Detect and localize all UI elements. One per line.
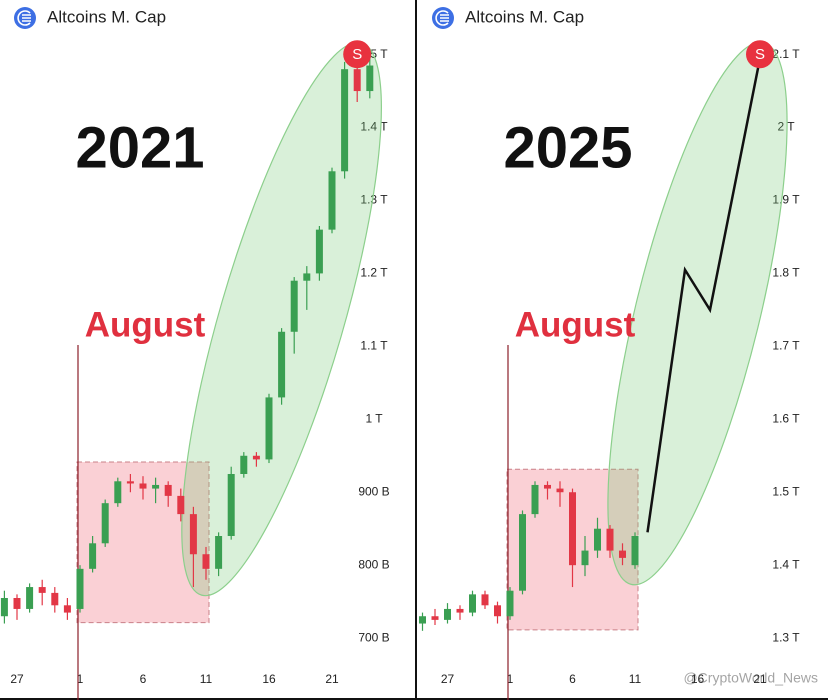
candle-body — [631, 536, 639, 566]
candle-body — [202, 554, 210, 569]
year-label: 2025 — [503, 115, 632, 180]
x-tick-label: 6 — [569, 672, 576, 686]
candle-body — [101, 503, 109, 544]
x-tick-label: 16 — [262, 672, 276, 686]
y-tick-label: 2 T — [777, 120, 795, 134]
y-tick-label: 2.1 T — [772, 47, 800, 61]
candle-body — [252, 455, 260, 460]
logo-glyph — [17, 10, 31, 26]
candle-body — [366, 65, 374, 92]
candle-body — [215, 536, 223, 569]
x-tick-label: 1 — [507, 672, 514, 686]
year-label: 2021 — [75, 115, 204, 180]
candle-body — [506, 590, 514, 617]
candle-body — [189, 514, 197, 555]
candle-body — [139, 483, 147, 489]
candle-body — [278, 331, 286, 398]
candle-body — [544, 484, 551, 489]
y-tick-label: 1.1 T — [360, 339, 388, 353]
x-tick-label: 27 — [441, 672, 455, 686]
signal-label: S — [352, 46, 362, 63]
candle-body — [619, 550, 626, 558]
chart-title: Altcoins M. Cap — [465, 7, 584, 26]
candle-body — [494, 605, 501, 617]
candle-body — [227, 474, 235, 536]
candle-body — [265, 397, 273, 460]
y-tick-label: 1.6 T — [772, 411, 800, 425]
candle-body — [0, 598, 8, 617]
candle-body — [114, 481, 122, 504]
x-tick-label: 21 — [325, 672, 339, 686]
signal-label: S — [755, 46, 765, 63]
candle-body — [444, 608, 451, 620]
candle-body — [481, 594, 489, 606]
signal-marker — [746, 40, 774, 69]
candle-body — [353, 69, 361, 92]
candle-body — [456, 608, 464, 613]
logo-glyph — [435, 10, 449, 26]
y-tick-label: 1.2 T — [360, 266, 388, 280]
candle-body — [152, 484, 160, 489]
candle-body — [328, 171, 336, 230]
candle-body — [581, 550, 589, 566]
month-label: August — [515, 305, 636, 344]
candle-body — [594, 528, 601, 551]
y-tick-label: 900 B — [358, 484, 389, 498]
y-tick-label: 1.5 T — [772, 484, 800, 498]
candle-body — [341, 69, 349, 172]
candle-body — [556, 488, 564, 493]
candle-body — [431, 616, 439, 620]
candle-body — [531, 484, 539, 515]
x-tick-label: 1 — [77, 672, 84, 686]
candle-body — [13, 598, 21, 609]
candle-body — [606, 528, 614, 551]
y-tick-label: 1.4 T — [772, 557, 800, 571]
candle-body — [290, 280, 298, 332]
signal-marker — [343, 40, 372, 69]
candle-body — [51, 592, 59, 606]
candle-body — [76, 568, 84, 609]
candle-body — [303, 273, 311, 281]
candle-body — [63, 605, 71, 613]
candle-body — [164, 484, 172, 496]
y-tick-label: 1.3 T — [360, 193, 388, 207]
candle-body — [240, 455, 248, 474]
y-tick-label: 1.7 T — [772, 339, 800, 353]
x-tick-label: 11 — [629, 672, 642, 686]
y-tick-label: 1.9 T — [772, 193, 800, 207]
candle-body — [177, 495, 185, 515]
y-tick-label: 1.8 T — [772, 266, 800, 280]
chart-title: Altcoins M. Cap — [47, 7, 166, 26]
candle-body — [419, 616, 426, 624]
watermark: @CryptoWorld_News — [683, 670, 818, 686]
candle-body — [126, 481, 134, 484]
y-tick-label: 1.3 T — [772, 630, 800, 644]
candle-body — [569, 492, 576, 566]
month-label: August — [85, 305, 206, 344]
candle-body — [38, 587, 46, 593]
x-tick-label: 11 — [200, 672, 213, 686]
x-tick-label: 27 — [10, 672, 24, 686]
x-tick-label: 16 — [691, 672, 705, 686]
candle-body — [315, 229, 323, 274]
candle-body — [26, 587, 34, 609]
y-tick-label: 800 B — [358, 557, 389, 571]
candle-body — [469, 594, 476, 613]
projection-line — [646, 57, 762, 533]
y-tick-label: 1 T — [365, 411, 383, 425]
y-tick-label: 700 B — [358, 630, 389, 644]
candle-body — [89, 543, 97, 569]
candle-body — [519, 514, 526, 591]
x-tick-label: 6 — [140, 672, 147, 686]
x-tick-label: 21 — [753, 672, 767, 686]
